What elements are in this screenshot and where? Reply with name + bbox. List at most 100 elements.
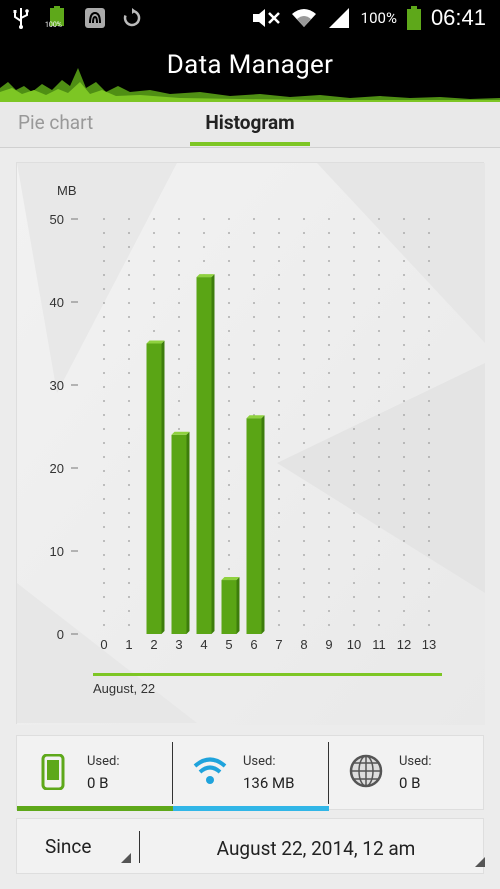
grid-dot — [353, 568, 355, 570]
globe-icon — [349, 754, 383, 788]
tab-pie-chart[interactable]: Pie chart — [18, 111, 94, 134]
grid-dot — [303, 526, 305, 528]
grid-dot — [428, 218, 430, 220]
grid-dot — [278, 344, 280, 346]
grid-dot — [303, 428, 305, 430]
grid-dot — [128, 302, 130, 304]
grid-dot — [128, 498, 130, 500]
grid-dot — [353, 554, 355, 556]
grid-dot — [328, 568, 330, 570]
grid-dot — [303, 610, 305, 612]
grid-dot — [278, 400, 280, 402]
usage-roaming[interactable]: Used: 0 B — [329, 736, 485, 811]
histogram-bar[interactable] — [196, 274, 215, 634]
usage-mobile[interactable]: Used: 0 B — [17, 736, 173, 811]
grid-dot — [253, 274, 255, 276]
grid-dot — [178, 246, 180, 248]
since-spinner[interactable]: Since — [17, 819, 139, 875]
grid-dot — [353, 358, 355, 360]
histogram-bar[interactable] — [246, 415, 265, 634]
grid-dot — [153, 260, 155, 262]
grid-dot — [328, 484, 330, 486]
grid-dot — [328, 414, 330, 416]
grid-dot — [278, 246, 280, 248]
grid-dot — [328, 582, 330, 584]
grid-dot — [278, 260, 280, 262]
grid-dot — [103, 512, 105, 514]
grid-dot — [228, 274, 230, 276]
grid-dot — [253, 344, 255, 346]
y-axis-unit-label: MB — [57, 183, 77, 198]
since-date-spinner[interactable]: August 22, 2014, 12 am — [153, 827, 485, 869]
grid-dot — [278, 302, 280, 304]
grid-dot — [378, 246, 380, 248]
grid-dot — [278, 470, 280, 472]
grid-dot — [153, 232, 155, 234]
grid-dot — [403, 260, 405, 262]
grid-dot — [228, 568, 230, 570]
grid-dot — [103, 414, 105, 416]
grid-dot — [228, 302, 230, 304]
grid-dot — [303, 596, 305, 598]
grid-dot — [128, 372, 130, 374]
grid-dot — [253, 358, 255, 360]
x-tick-label: 2 — [150, 637, 157, 652]
usb-icon — [13, 8, 29, 29]
grid-dot — [328, 302, 330, 304]
grid-dot — [378, 428, 380, 430]
grid-dot — [228, 386, 230, 388]
grid-dot — [278, 484, 280, 486]
grid-dot — [403, 456, 405, 458]
histogram-bar[interactable] — [171, 431, 190, 634]
histogram-bar[interactable] — [146, 340, 165, 635]
grid-dot — [228, 344, 230, 346]
divider — [139, 831, 140, 863]
grid-dot — [153, 330, 155, 332]
grid-dot — [128, 358, 130, 360]
grid-dot — [153, 218, 155, 220]
histogram-bar[interactable] — [221, 577, 240, 634]
grid-dot — [353, 498, 355, 500]
grid-dot — [403, 484, 405, 486]
grid-dot — [103, 484, 105, 486]
grid-dot — [403, 442, 405, 444]
grid-dot — [378, 316, 380, 318]
grid-dot — [328, 498, 330, 500]
grid-dot — [278, 386, 280, 388]
grid-dot — [403, 596, 405, 598]
grid-dot — [303, 288, 305, 290]
grid-dot — [303, 582, 305, 584]
x-tick-label: 7 — [275, 637, 282, 652]
grid-dot — [378, 288, 380, 290]
grid-dot — [228, 330, 230, 332]
histogram-card: 0 10 20 30 40 50 0 1 2 3 4 5 6 7 8 9 10 11 12 13 MB August… — [16, 162, 485, 725]
grid-dot — [228, 414, 230, 416]
x-tick-label: 4 — [200, 637, 207, 652]
grid-dot — [253, 386, 255, 388]
since-label: Since — [45, 835, 92, 858]
grid-dot — [178, 414, 180, 416]
grid-dot — [203, 260, 205, 262]
grid-dot — [428, 358, 430, 360]
grid-dot — [278, 582, 280, 584]
grid-dot — [428, 274, 430, 276]
grid-dot — [278, 428, 280, 430]
grid-dot — [428, 344, 430, 346]
grid-dot — [403, 624, 405, 626]
grid-dot — [128, 582, 130, 584]
grid-dot — [103, 218, 105, 220]
grid-dot — [378, 260, 380, 262]
y-tick-label: 20 — [50, 461, 64, 476]
grid-dot — [128, 414, 130, 416]
grid-dot — [278, 330, 280, 332]
tab-histogram[interactable]: Histogram — [190, 102, 310, 146]
grid-dot — [353, 484, 355, 486]
grid-dot — [428, 610, 430, 612]
grid-dot — [228, 218, 230, 220]
grid-dot — [378, 484, 380, 486]
grid-dot — [228, 372, 230, 374]
usage-wifi[interactable]: Used: 136 MB — [173, 736, 329, 811]
grid-dot — [228, 428, 230, 430]
grid-dot — [378, 596, 380, 598]
grid-dot — [378, 470, 380, 472]
